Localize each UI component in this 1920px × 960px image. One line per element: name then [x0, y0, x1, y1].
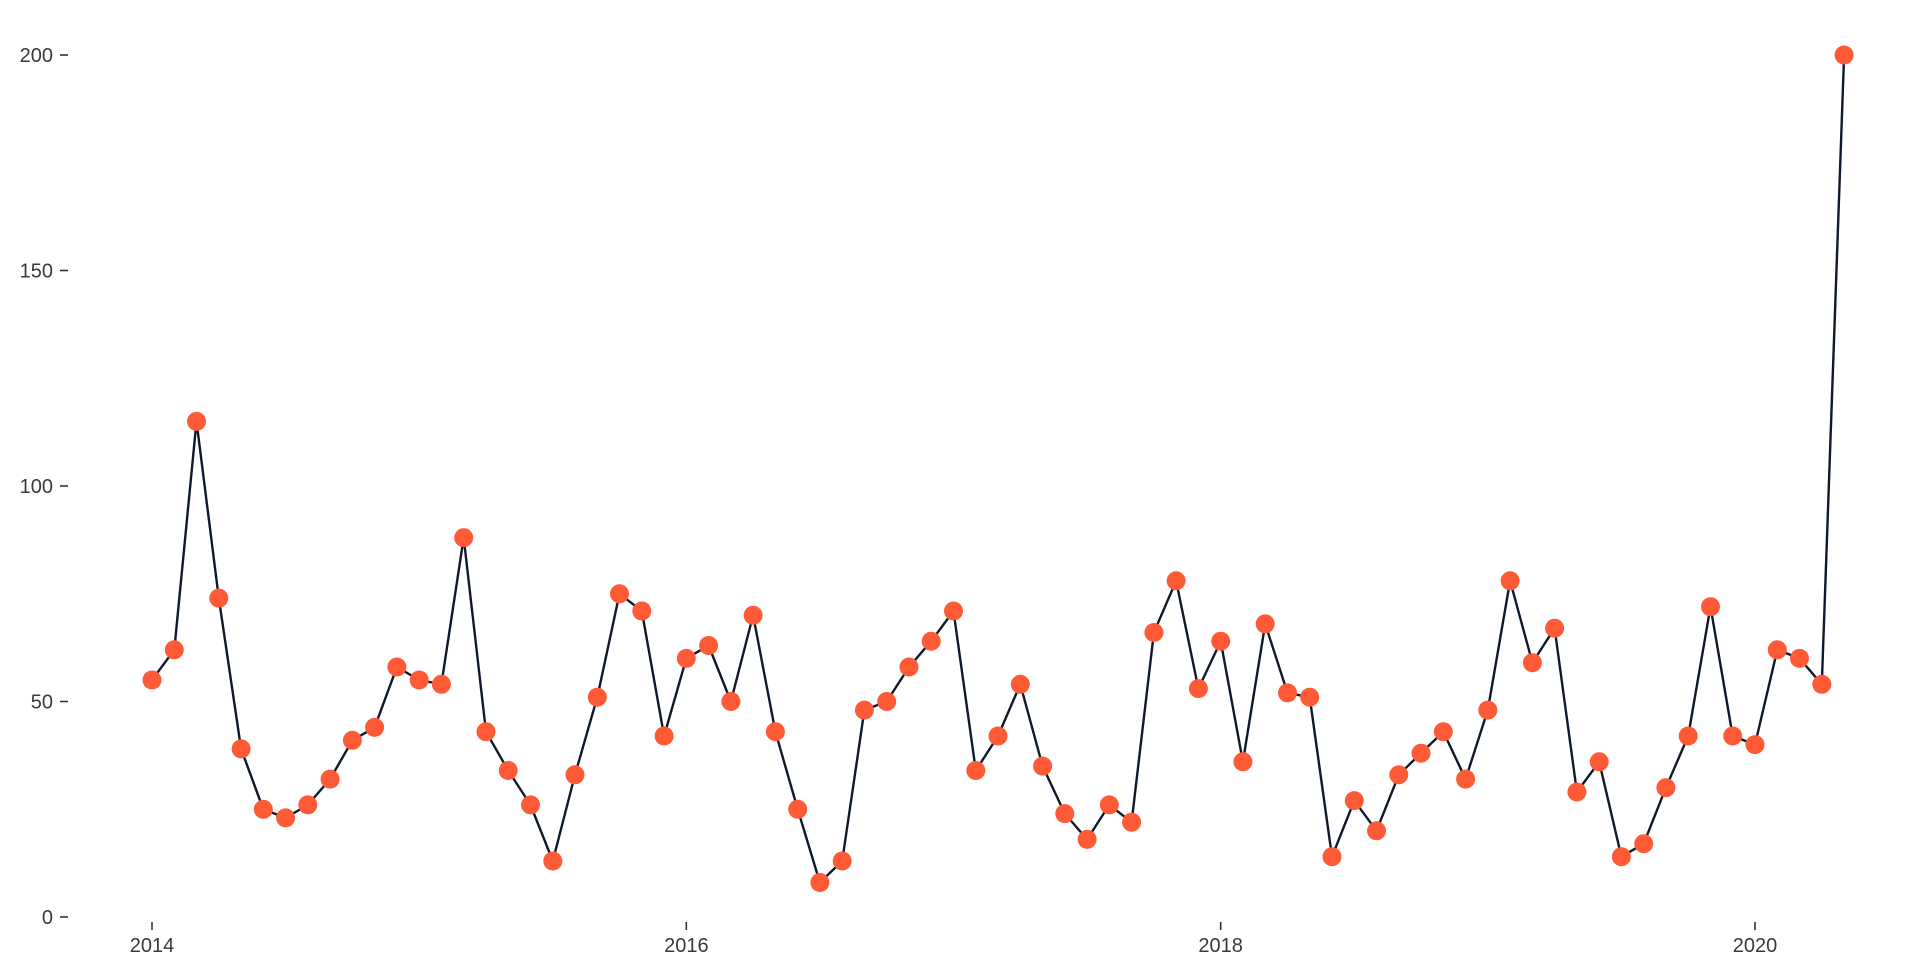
x-tick-label: 2018 — [1198, 935, 1243, 957]
data-point — [1767, 640, 1787, 660]
data-point — [899, 657, 919, 677]
data-point — [409, 670, 429, 690]
data-point — [1099, 795, 1119, 815]
data-point — [1077, 829, 1097, 849]
data-point — [1033, 756, 1053, 776]
y-tick-label: 0 — [42, 907, 53, 929]
data-point — [1255, 614, 1275, 634]
data-point — [610, 584, 629, 604]
data-point — [587, 687, 607, 707]
x-tick-label: 2016 — [664, 935, 709, 957]
y-tick-label: 150 — [20, 261, 53, 283]
data-point — [387, 657, 407, 677]
data-point — [1278, 683, 1297, 703]
data-point — [810, 873, 830, 892]
data-point — [1188, 679, 1208, 699]
data-point — [365, 717, 385, 737]
data-point — [988, 726, 1008, 746]
data-point — [142, 670, 162, 690]
data-point — [1122, 812, 1142, 832]
data-point — [1322, 847, 1342, 867]
data-point — [253, 799, 273, 819]
data-point — [1500, 571, 1520, 591]
data-point — [1367, 821, 1386, 841]
data-point — [320, 769, 340, 789]
data-point — [921, 631, 941, 651]
data-point — [1233, 752, 1253, 772]
data-point — [1589, 752, 1609, 772]
data-point — [565, 765, 585, 785]
data-point — [1478, 700, 1498, 720]
data-point — [721, 692, 741, 711]
data-point — [1144, 623, 1164, 642]
data-point — [1723, 726, 1743, 746]
data-point — [877, 692, 897, 711]
data-point — [476, 722, 496, 742]
y-tick-label: 100 — [20, 476, 53, 498]
data-point — [164, 640, 184, 660]
data-point — [431, 674, 451, 694]
x-tick-label: 2014 — [130, 935, 175, 957]
data-point — [1834, 45, 1854, 65]
data-point — [342, 730, 362, 750]
plot-area — [142, 45, 1854, 892]
series-line — [151, 54, 1846, 884]
data-point — [1211, 631, 1231, 651]
data-point — [1010, 674, 1030, 694]
data-point — [1344, 791, 1364, 811]
data-point — [1567, 782, 1587, 802]
data-point — [1545, 618, 1565, 638]
data-point — [743, 605, 763, 625]
data-point — [654, 726, 674, 746]
data-point — [832, 851, 852, 871]
data-point — [1522, 653, 1542, 673]
data-point — [765, 722, 785, 742]
data-point — [1456, 769, 1476, 789]
data-point — [276, 808, 296, 828]
data-point — [1611, 847, 1631, 867]
data-point — [498, 761, 518, 780]
data-point — [854, 700, 874, 720]
data-point — [1411, 743, 1431, 763]
data-point — [944, 601, 963, 621]
data-point — [1055, 804, 1075, 824]
data-point — [632, 601, 652, 621]
data-point — [298, 795, 318, 815]
data-point — [966, 761, 986, 780]
data-point — [699, 636, 719, 655]
data-point — [521, 795, 540, 815]
data-point — [209, 588, 229, 608]
data-point — [1634, 834, 1654, 854]
data-point — [1678, 726, 1698, 746]
data-point — [1300, 687, 1320, 707]
x-axis: 2014 2016 2018 2020 — [130, 922, 1778, 957]
data-point — [1790, 648, 1809, 668]
y-axis: 0 50 100 150 200 — [20, 45, 68, 929]
data-point — [1166, 571, 1186, 591]
data-point — [454, 528, 474, 548]
y-tick-label: 50 — [31, 692, 53, 714]
data-point — [676, 648, 696, 668]
data-point — [543, 851, 563, 871]
data-point — [788, 799, 808, 819]
data-point — [231, 739, 251, 759]
data-point — [1812, 674, 1832, 694]
data-point — [1745, 735, 1765, 755]
data-point — [1701, 597, 1720, 617]
data-point — [1389, 765, 1409, 785]
data-point — [1656, 778, 1676, 798]
y-tick-label: 200 — [20, 45, 53, 67]
data-point — [1433, 722, 1453, 742]
data-point — [187, 411, 206, 431]
x-tick-label: 2020 — [1733, 935, 1778, 957]
